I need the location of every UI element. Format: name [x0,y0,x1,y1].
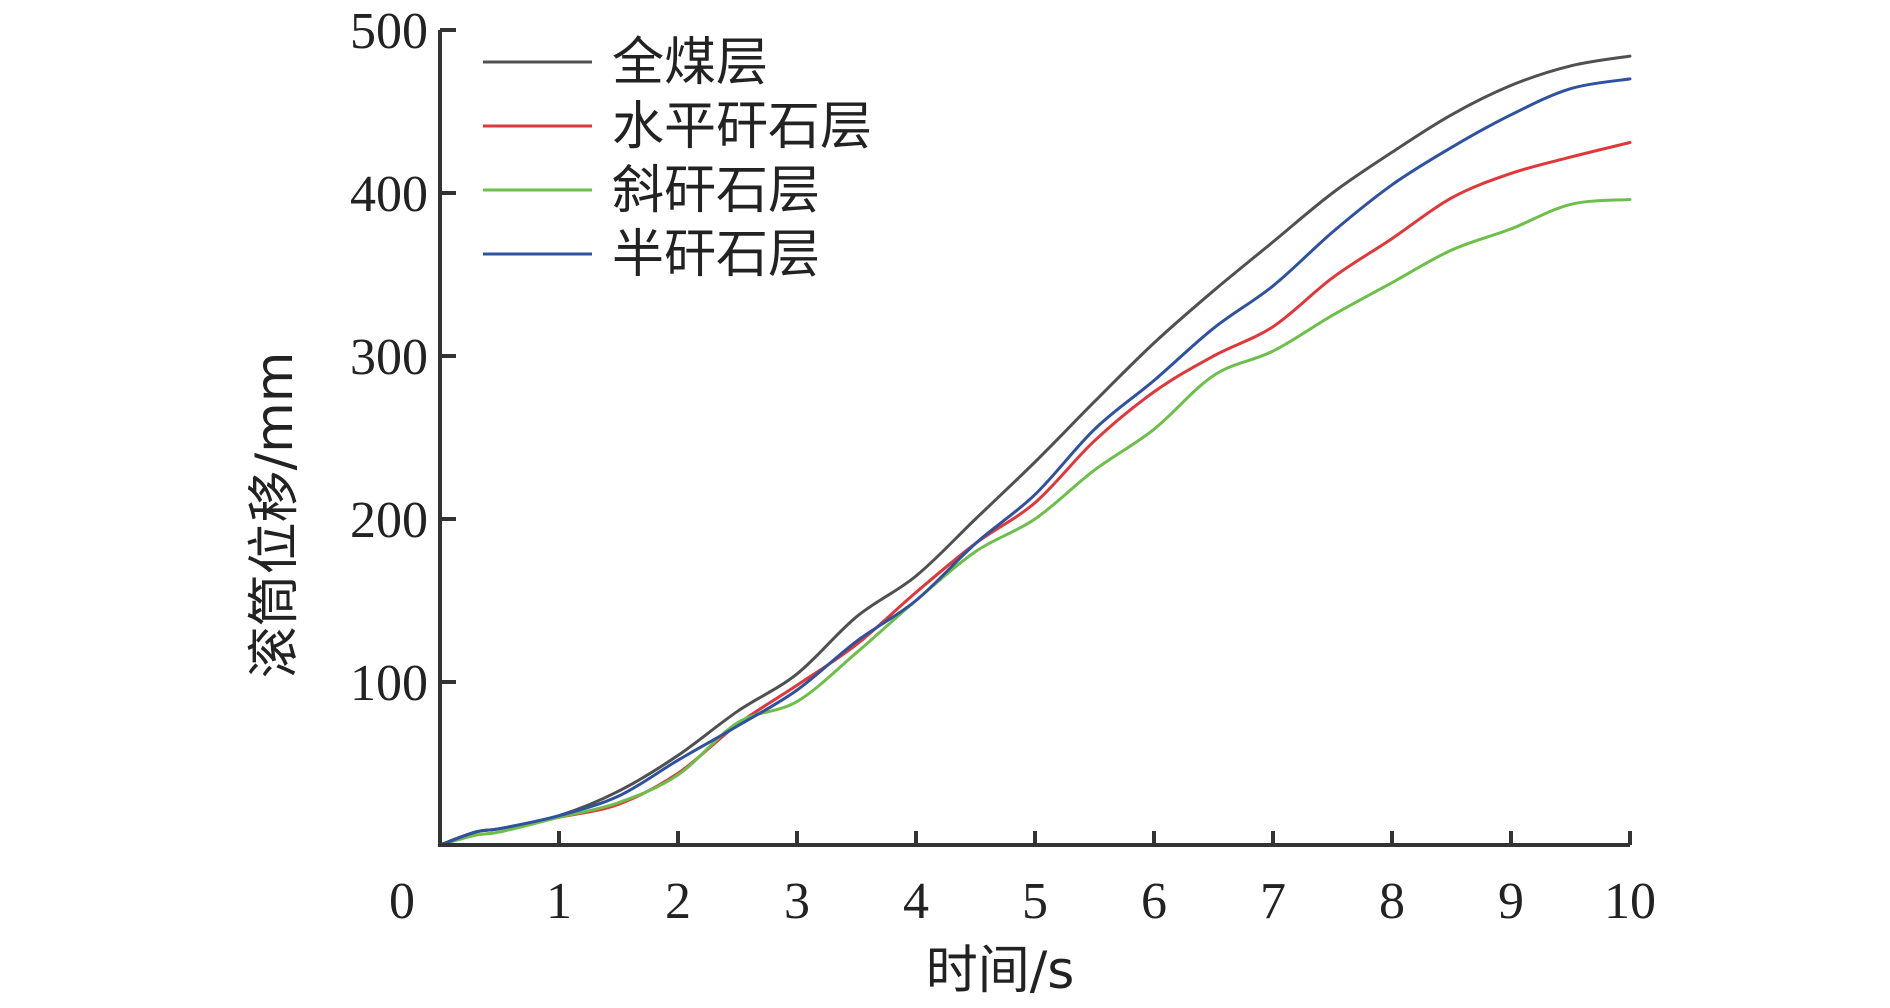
legend-label-1: 全煤层 [612,33,768,93]
x-axis-title: 时间/s [926,941,1075,1001]
y-axis-title: 滚筒位移/mm [245,352,305,679]
series-line-1 [438,54,1632,847]
x-tick-label: 5 [1022,873,1048,930]
x-tick-label: 3 [784,873,810,930]
legend-label-3: 斜矸石层 [612,161,820,221]
tick-labels: 0 1 2 3 4 5 6 7 8 9 10 100 200 300 400 500 [350,3,1656,930]
x-tick-label: 2 [665,873,691,930]
x-tick-label: 9 [1498,873,1524,930]
legend-label-4: 半矸石层 [612,225,820,285]
series-line-3 [438,198,1632,847]
series-layer [438,54,1632,847]
x-tick-label: 0 [389,873,415,930]
series-line-4 [438,77,1632,847]
x-tick-label: 8 [1379,873,1405,930]
series-line-2 [438,141,1632,847]
x-tick-label: 7 [1260,873,1286,930]
y-tick-label: 500 [350,3,428,60]
legend-label-2: 水平矸石层 [612,97,872,157]
y-tick-label: 400 [350,166,428,223]
y-tick-label: 200 [350,492,428,549]
x-tick-label: 4 [903,873,929,930]
y-tick-label: 300 [350,329,428,386]
axes [438,28,1632,847]
x-tick-label: 6 [1141,873,1167,930]
x-tick-label: 10 [1604,873,1656,930]
x-tick-label: 1 [546,873,572,930]
y-tick-label: 100 [350,655,428,712]
